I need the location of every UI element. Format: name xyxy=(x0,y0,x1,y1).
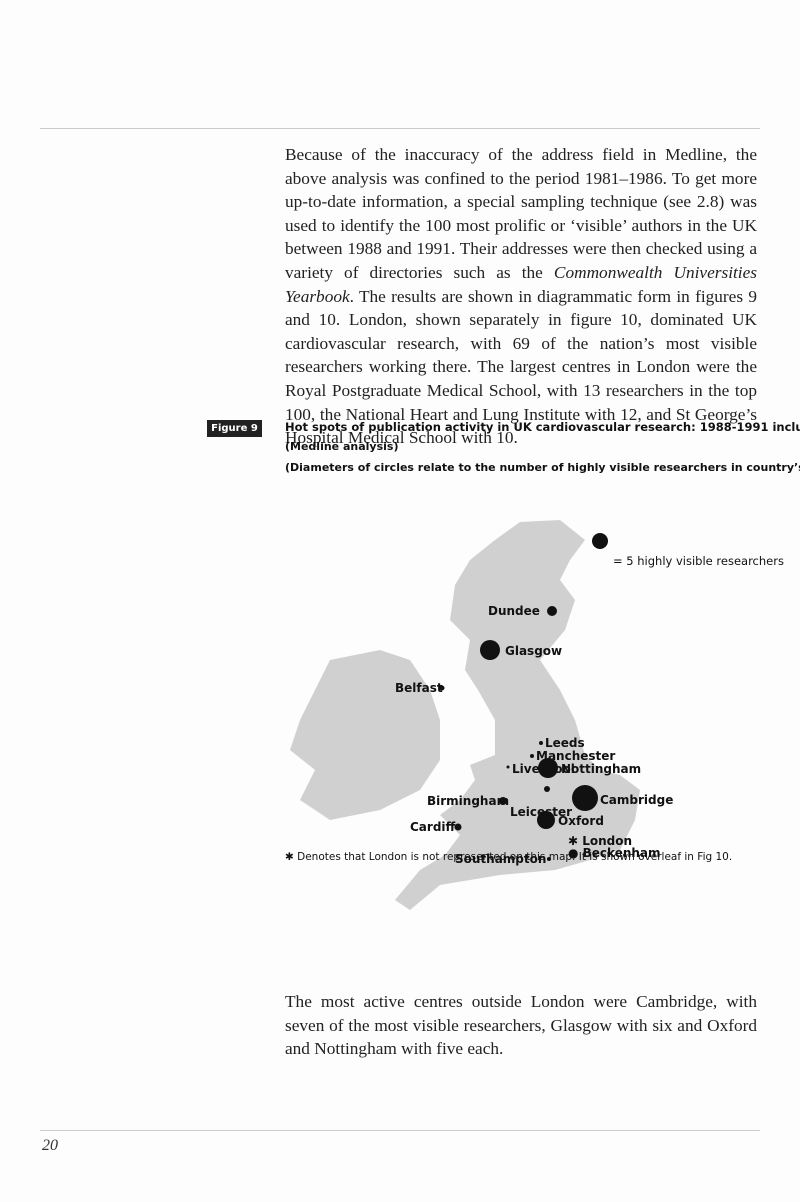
markers xyxy=(439,533,608,861)
bottom-rule xyxy=(40,1130,760,1131)
place-label: Manchester xyxy=(536,749,615,763)
place-label: ● Beckenham xyxy=(568,846,661,860)
place-label: Leicester xyxy=(510,805,572,819)
place-label: Southampton xyxy=(455,852,546,866)
page-number: 20 xyxy=(42,1137,58,1154)
intro-paragraph: Because of the inaccuracy of the address… xyxy=(285,143,757,450)
place-label: Belfast xyxy=(395,681,443,695)
place-label: Oxford xyxy=(558,814,604,828)
text: Because of the inaccuracy of the address… xyxy=(285,145,757,282)
figure-note: (Diameters of circles relate to the numb… xyxy=(285,461,800,474)
place-label: Glasgow xyxy=(505,644,562,658)
text: . The results are shown in diagrammatic … xyxy=(285,286,757,448)
legend-text: = 5 highly visible researchers xyxy=(613,554,784,568)
top-rule xyxy=(40,128,760,129)
place-label: ✱ London xyxy=(568,834,632,848)
closing-paragraph: The most active centres outside London w… xyxy=(285,992,757,1059)
place-label: Cambridge xyxy=(600,793,673,807)
place-label: Nottingham xyxy=(561,762,641,776)
map: = 5 highly visible researchers Dundee Gl… xyxy=(290,520,784,910)
ireland xyxy=(290,650,440,820)
place-label: Birmingham xyxy=(427,794,509,808)
place-label: Liverpool xyxy=(512,762,575,776)
great-britain xyxy=(395,520,640,910)
place-label: Cardiff xyxy=(410,820,456,834)
footnote: ✱ Denotes that London is not represented… xyxy=(285,851,733,863)
figure-label: Figure 9 xyxy=(207,420,262,437)
place-label: Leeds xyxy=(545,736,585,750)
text: Commonwealth Universities Yearbook xyxy=(285,262,757,306)
figure-subtitle: (Medline analysis) xyxy=(285,440,399,453)
place-label: Dundee xyxy=(488,604,540,618)
figure-title: Hot spots of publication activity in UK … xyxy=(285,420,800,434)
